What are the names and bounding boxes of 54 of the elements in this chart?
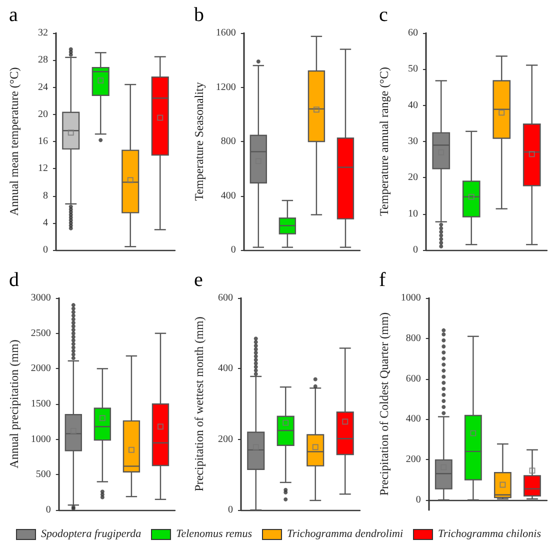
y-tick-label: 0 — [43, 244, 48, 256]
y-tick-label: 200 — [406, 454, 421, 466]
y-tick-label: 40 — [408, 100, 418, 111]
y-tick-label: 0 — [46, 504, 51, 516]
y-tick-label: 32 — [38, 28, 48, 38]
chart-title: c — [379, 4, 388, 26]
y-axis-title: Precipitation of Coldest Quarter (mm) — [377, 312, 391, 496]
y-tick-label: 2000 — [30, 363, 51, 374]
y-tick-label: 1000 — [30, 434, 51, 445]
y-tick-label: 600 — [218, 292, 233, 304]
y-tick-label: 10 — [408, 208, 418, 220]
y-tick-label: 1600 — [216, 28, 236, 38]
y-tick-label: 60 — [408, 28, 418, 38]
y-tick-label: 1500 — [30, 398, 51, 410]
y-tick-label: 200 — [218, 434, 233, 445]
y-tick-label: 0 — [416, 494, 421, 506]
y-tick-label: 20 — [408, 172, 418, 184]
y-tick-label: 28 — [38, 54, 48, 66]
y-tick-label: 24 — [38, 82, 48, 93]
y-tick-label: 12 — [38, 163, 48, 174]
y-tick-label: 0 — [413, 244, 418, 256]
y-tick-label: 0 — [228, 504, 233, 516]
y-tick-label: 20 — [38, 108, 48, 120]
y-tick-label: 800 — [220, 136, 236, 147]
chart-title: b — [194, 4, 204, 26]
y-tick-label: 400 — [406, 414, 421, 425]
legend-label: Telenomus remus — [176, 528, 252, 540]
y-axis-title: Precipitation of wettest month (mm) — [192, 316, 206, 492]
chart-title: a — [9, 4, 18, 26]
y-tick-label: 4 — [43, 217, 48, 228]
y-axis-title: Temperature annual range (°C) — [377, 67, 391, 216]
y-axis-title: Annual mean temperature (°C) — [7, 67, 21, 216]
y-tick-label: 500 — [36, 469, 51, 480]
y-tick-label: 400 — [220, 190, 236, 202]
y-tick-label: 800 — [406, 332, 421, 344]
legend-label: Spodoptera frugiperda — [40, 528, 142, 540]
chart-title: f — [379, 269, 386, 291]
y-tick-label: 0 — [230, 244, 236, 256]
chart-title: e — [194, 269, 203, 291]
legend-label: Trichogramma dendrolimi — [287, 528, 404, 540]
y-tick-label: 3000 — [30, 292, 51, 304]
y-tick-label: 50 — [408, 64, 418, 75]
y-tick-label: 2500 — [30, 328, 51, 339]
y-tick-label: 30 — [408, 136, 418, 147]
y-tick-label: 1000 — [400, 292, 421, 304]
y-tick-label: 600 — [406, 373, 421, 384]
y-tick-label: 16 — [38, 136, 48, 147]
y-tick-label: 8 — [43, 190, 48, 202]
legend-label: Trichogramma chilonis — [438, 528, 541, 540]
y-tick-label: 1200 — [216, 82, 236, 93]
y-axis-title: Annual precipitation (mm) — [7, 340, 21, 468]
y-axis-title: Temperature Seasonality — [192, 82, 206, 201]
chart-title: d — [9, 269, 19, 291]
y-tick-label: 400 — [218, 363, 233, 374]
